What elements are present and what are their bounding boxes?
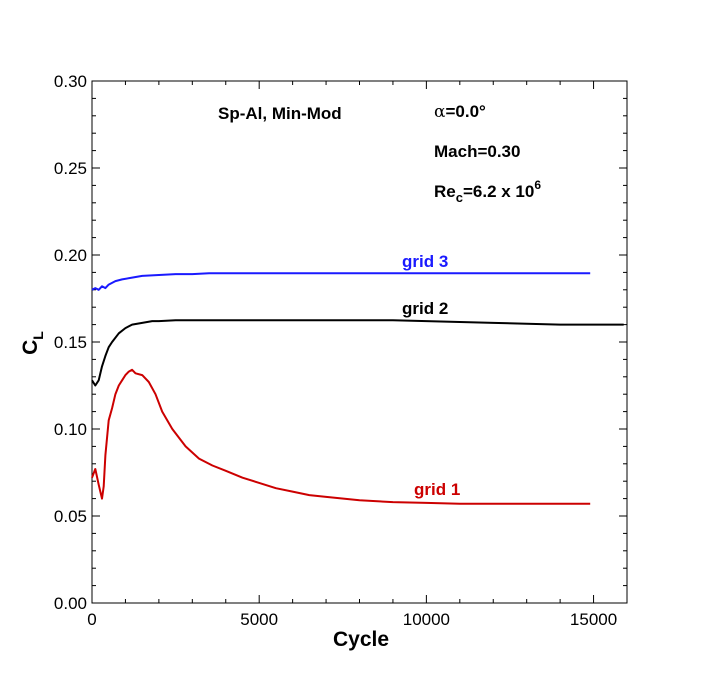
reynolds-annotation: Rec=6.2 x 106 [434,178,541,205]
x-tick-label: 10000 [403,610,450,629]
y-tick-label: 0.15 [54,333,87,352]
mach-annotation: Mach=0.30 [434,142,520,161]
y-tick-label: 0.00 [54,594,87,613]
reynolds-base: Re [434,182,456,201]
series-lines [91,272,624,505]
series-label-grid-3: grid 3 [402,252,448,271]
series-line-grid-1 [91,368,591,505]
y-tick-label: 0.10 [54,420,87,439]
series-line-grid-2 [91,319,624,387]
scheme-annotation: Sp-Al, Min-Mod [218,104,342,123]
alpha-value: =0.0° [445,102,486,121]
alpha-symbol: α [434,102,446,122]
x-tick-label: 0 [87,610,96,629]
y-axis-label: CL [19,331,46,355]
y-tick-label: 0.05 [54,507,87,526]
plot-area [91,80,628,604]
y-tick-label: 0.30 [54,72,87,91]
y-tick-label: 0.25 [54,159,87,178]
reynolds-value: =6.2 x 10 [463,182,534,201]
x-axis-label: Cycle [333,628,389,651]
x-tick-label: 15000 [570,610,617,629]
reynolds-exp: 6 [534,178,541,192]
series-label-grid-1: grid 1 [414,480,460,499]
y-axis-label-main: C [19,340,42,355]
y-tick-label: 0.20 [54,246,87,265]
series-label-grid-2: grid 2 [402,299,448,318]
alpha-annotation: α=0.0° [434,102,486,122]
series-line-grid-3 [91,272,591,291]
reynolds-sub: c [456,190,463,205]
x-tick-label: 5000 [240,610,278,629]
y-axis-label-sub: L [30,331,46,340]
axis-ticks: 0 5000 10000 15000 0.00 0.05 0.10 0.15 0.20 0.25 0… [54,72,628,629]
